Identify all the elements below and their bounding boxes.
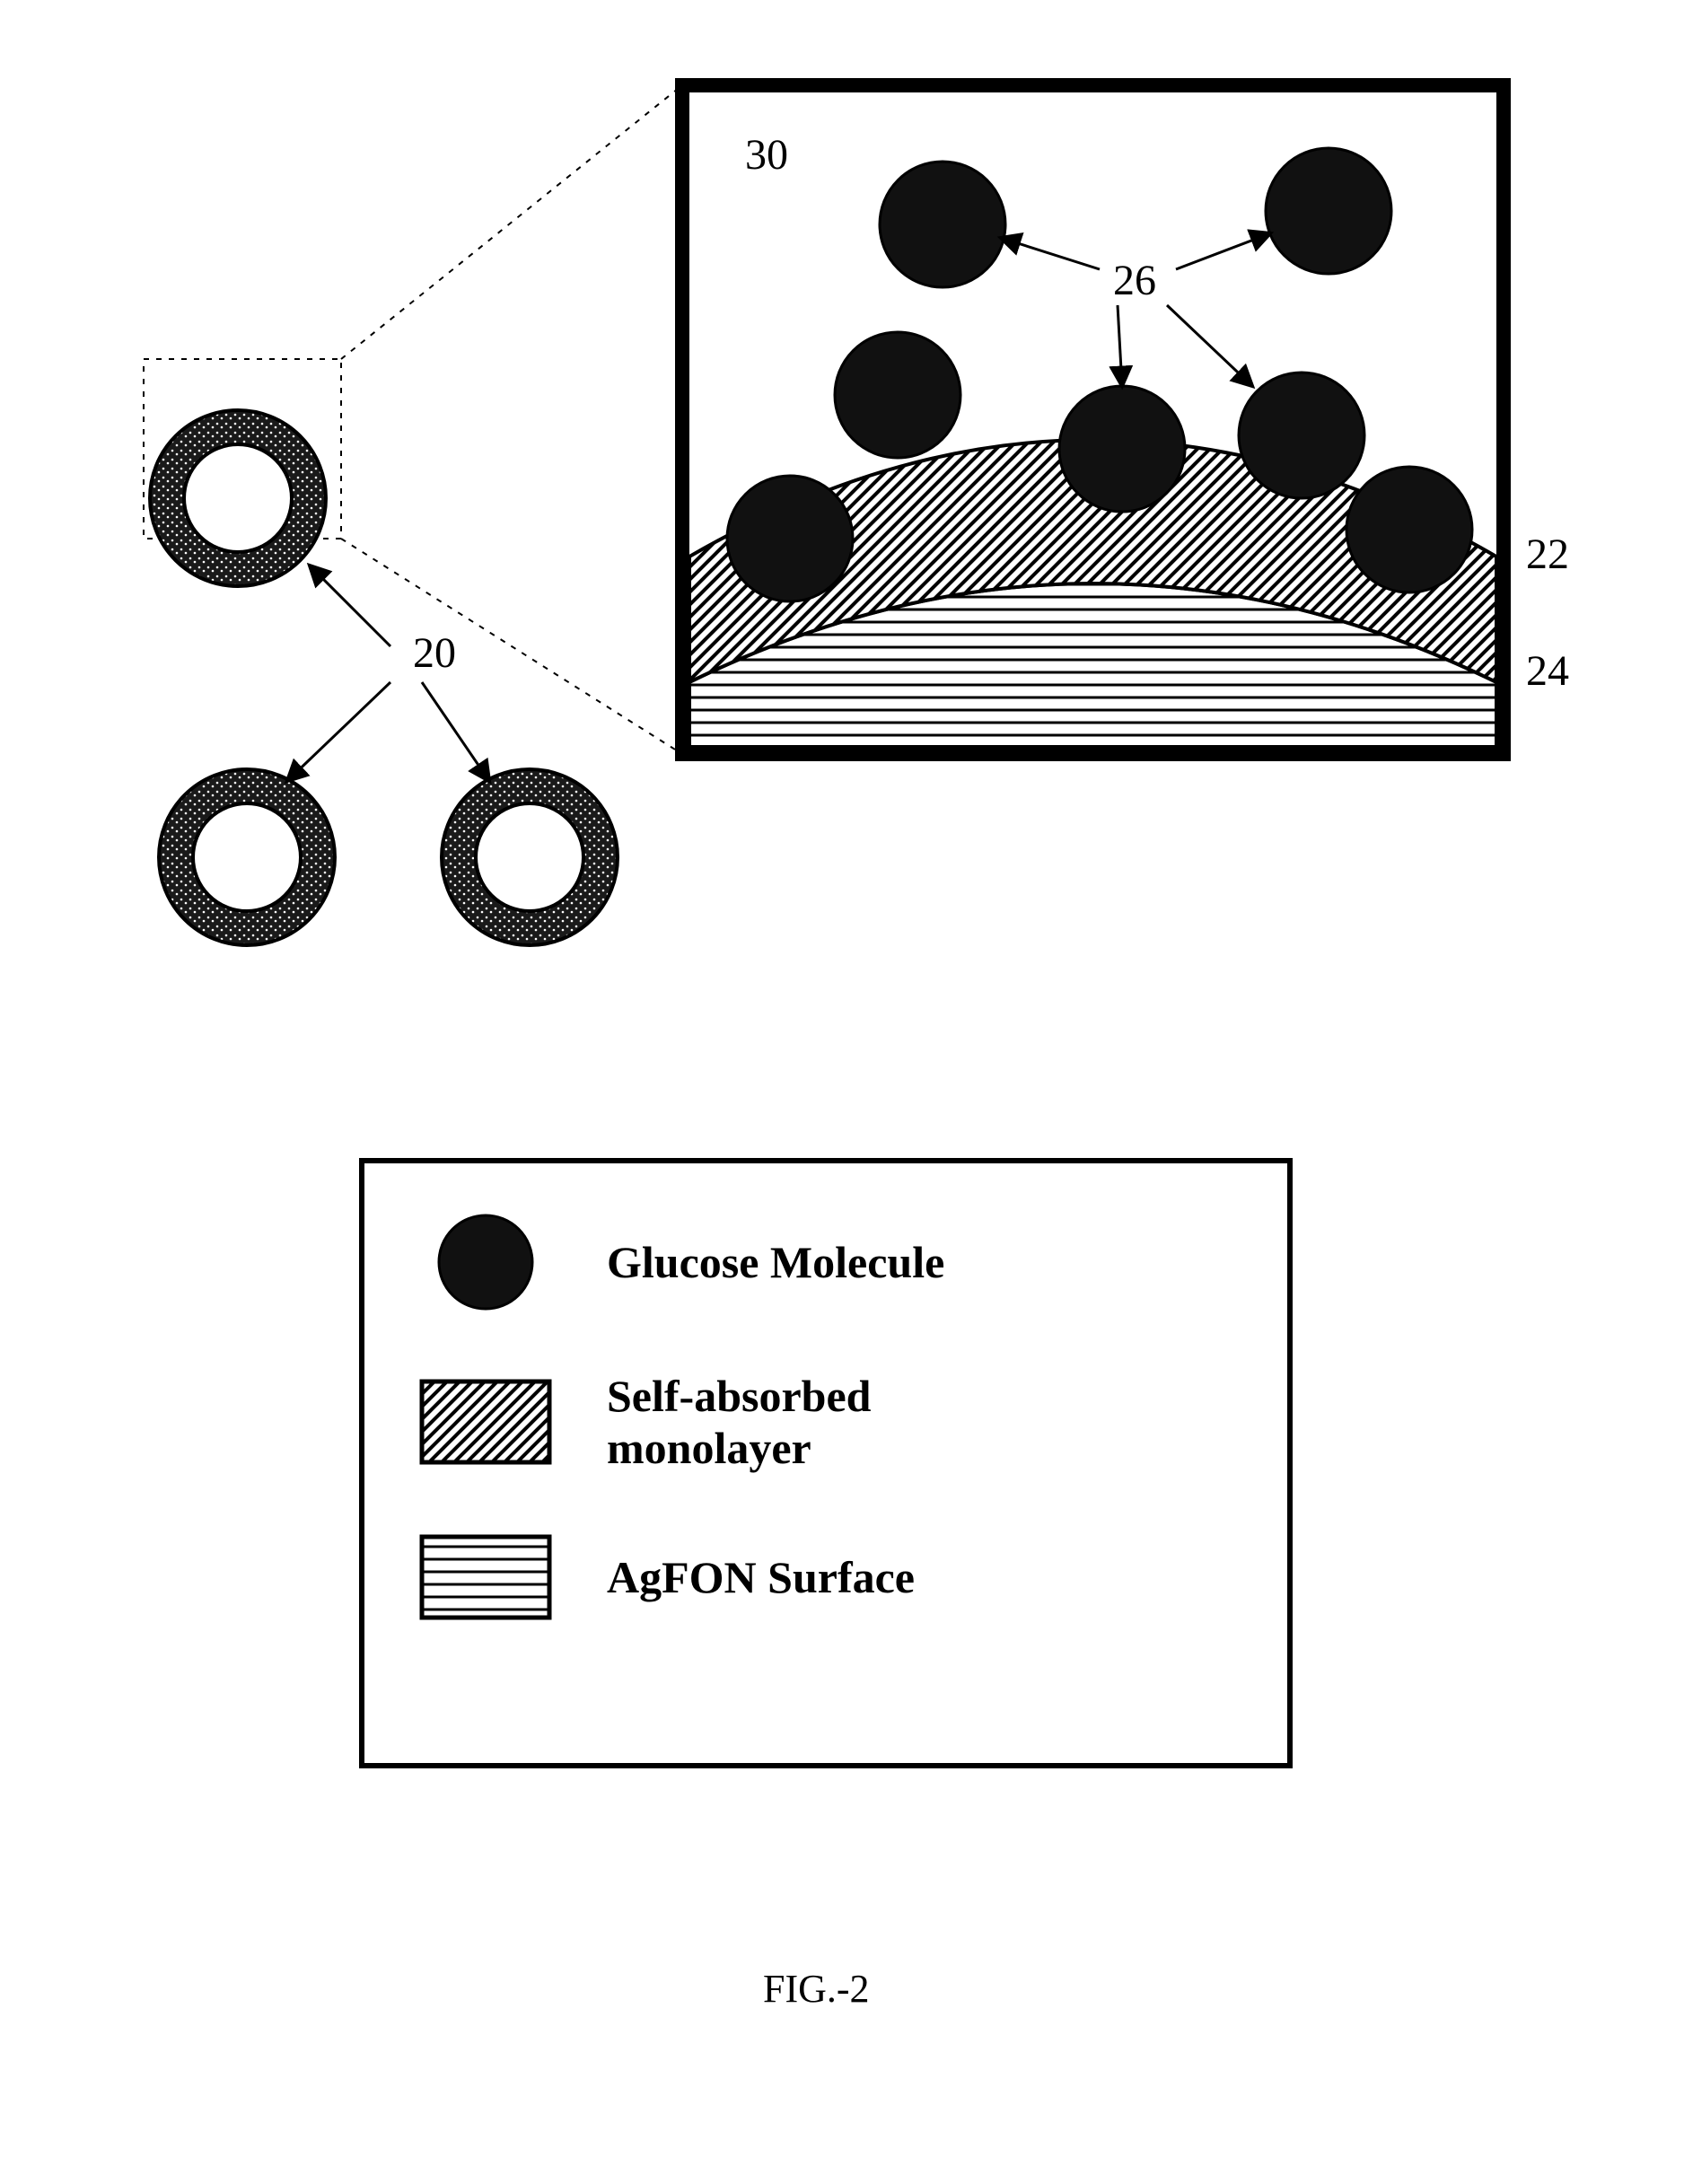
ref20-arrow-c — [422, 682, 489, 781]
legend-label-monolayer-l1: Self-absorbed — [607, 1371, 871, 1421]
callout-line-top — [341, 85, 682, 359]
nanosphere-3 — [442, 769, 618, 945]
nanosphere-2 — [159, 769, 335, 945]
glucose-dot — [1266, 148, 1391, 274]
diagram-svg — [0, 0, 1684, 1077]
ref-30: 30 — [745, 130, 788, 180]
legend-swatch-surface — [418, 1528, 553, 1627]
glucose-dot — [835, 332, 960, 458]
legend-label-surface: AgFON Surface — [607, 1551, 915, 1603]
figure-page: 20 30 26 22 24 Glucose Molecule — [0, 0, 1684, 2184]
ref-24: 24 — [1526, 646, 1569, 696]
legend-swatch-monolayer — [418, 1373, 553, 1471]
glucose-dot — [880, 162, 1005, 287]
legend-label-glucose: Glucose Molecule — [607, 1236, 944, 1288]
glucose-dot — [1059, 386, 1185, 512]
legend-label-monolayer: Self-absorbed monolayer — [607, 1370, 871, 1474]
nanosphere-1 — [150, 410, 326, 586]
glucose-dot — [727, 476, 853, 601]
ref20-arrow-b — [287, 682, 390, 781]
glucose-dot — [1239, 373, 1364, 498]
ref-22: 22 — [1526, 530, 1569, 579]
callout-line-bot — [341, 539, 682, 754]
glucose-dot — [1346, 467, 1472, 592]
inset-panel — [682, 85, 1504, 754]
legend-swatch-glucose — [418, 1208, 553, 1316]
ref20-arrow-a — [310, 566, 390, 646]
ref-20: 20 — [413, 628, 456, 678]
legend-row-monolayer: Self-absorbed monolayer — [418, 1370, 1251, 1474]
figure-caption: FIG.-2 — [763, 1966, 870, 2012]
legend-label-monolayer-l2: monolayer — [607, 1423, 811, 1473]
legend-row-surface: AgFON Surface — [418, 1528, 1251, 1627]
ref-26: 26 — [1113, 256, 1156, 305]
legend-row-glucose: Glucose Molecule — [418, 1208, 1251, 1316]
legend-box: Glucose Molecule Self-absorbed monolayer — [359, 1158, 1293, 1768]
